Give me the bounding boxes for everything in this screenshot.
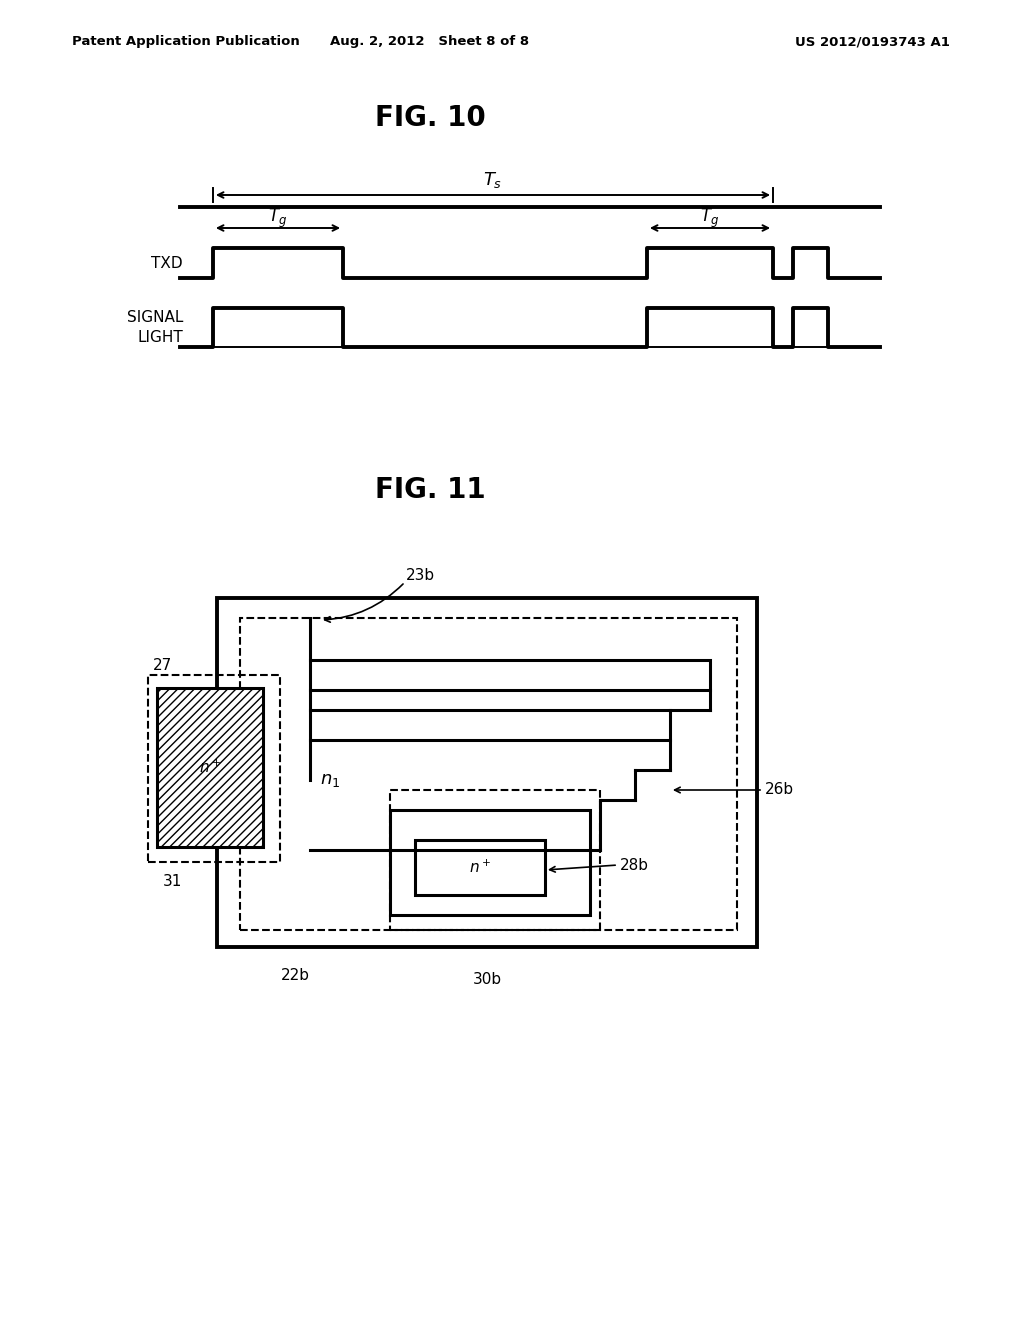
Text: 28b: 28b xyxy=(620,858,649,873)
Bar xyxy=(390,789,600,931)
Text: $n^+$: $n^+$ xyxy=(199,759,221,776)
Text: LIGHT: LIGHT xyxy=(137,330,183,346)
Text: US 2012/0193743 A1: US 2012/0193743 A1 xyxy=(795,36,950,49)
Bar xyxy=(310,660,710,690)
Bar xyxy=(310,710,670,741)
Text: $T_g$: $T_g$ xyxy=(700,206,720,230)
Bar xyxy=(217,598,757,946)
Text: 31: 31 xyxy=(163,874,182,890)
Bar xyxy=(148,675,280,862)
Bar xyxy=(415,840,545,895)
Text: TXD: TXD xyxy=(152,256,183,271)
Text: $T_g$: $T_g$ xyxy=(268,206,288,230)
Text: Aug. 2, 2012   Sheet 8 of 8: Aug. 2, 2012 Sheet 8 of 8 xyxy=(331,36,529,49)
Text: $T_s$: $T_s$ xyxy=(483,170,503,190)
Text: 30b: 30b xyxy=(472,973,502,987)
Text: 26b: 26b xyxy=(765,783,795,797)
Bar xyxy=(390,810,590,915)
Bar xyxy=(240,618,737,931)
Text: 22b: 22b xyxy=(281,968,309,982)
Text: SIGNAL: SIGNAL xyxy=(127,310,183,326)
Text: 27: 27 xyxy=(153,657,172,672)
Text: FIG. 10: FIG. 10 xyxy=(375,104,485,132)
Text: FIG. 11: FIG. 11 xyxy=(375,477,485,504)
Text: Patent Application Publication: Patent Application Publication xyxy=(72,36,300,49)
Bar xyxy=(157,688,263,847)
Text: $n^+$: $n^+$ xyxy=(469,858,492,875)
Text: 23b: 23b xyxy=(406,568,434,582)
Text: $n_1$: $n_1$ xyxy=(319,771,340,789)
